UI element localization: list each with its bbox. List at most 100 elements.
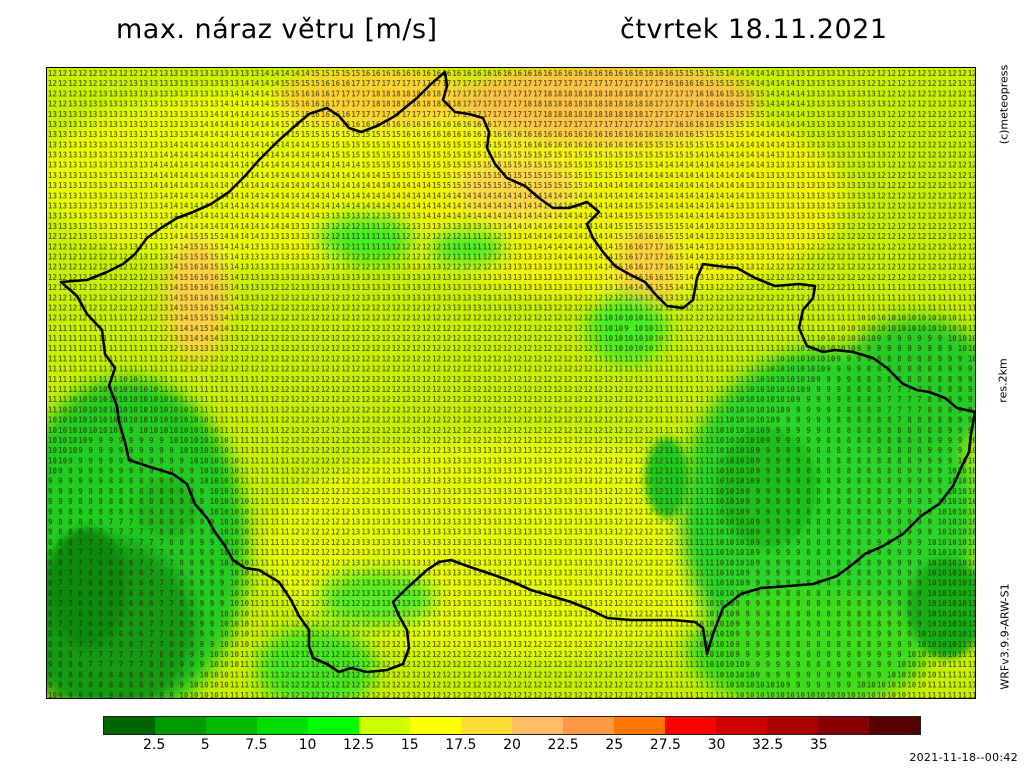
svg-text:10: 10 xyxy=(715,599,725,608)
svg-text:11: 11 xyxy=(240,467,250,476)
svg-text:17: 17 xyxy=(452,110,461,119)
svg-text:12: 12 xyxy=(776,293,785,302)
svg-text:13: 13 xyxy=(857,130,867,139)
svg-text:9: 9 xyxy=(179,467,184,476)
svg-text:12: 12 xyxy=(361,334,370,343)
svg-text:15: 15 xyxy=(675,232,684,241)
svg-text:9: 9 xyxy=(58,507,63,516)
svg-text:13: 13 xyxy=(533,609,543,618)
svg-text:14: 14 xyxy=(260,161,270,170)
svg-text:11: 11 xyxy=(58,385,68,394)
svg-text:10: 10 xyxy=(938,507,948,516)
svg-text:12: 12 xyxy=(837,242,846,251)
svg-text:11: 11 xyxy=(665,324,675,333)
svg-text:15: 15 xyxy=(655,283,664,292)
svg-text:14: 14 xyxy=(584,191,594,200)
svg-text:12: 12 xyxy=(867,263,876,272)
svg-text:9: 9 xyxy=(766,487,771,496)
svg-text:9: 9 xyxy=(190,487,195,496)
svg-text:13: 13 xyxy=(159,304,169,313)
svg-text:10: 10 xyxy=(715,446,725,455)
svg-text:11: 11 xyxy=(270,599,280,608)
svg-text:12: 12 xyxy=(968,283,976,292)
svg-text:9: 9 xyxy=(887,599,892,608)
svg-text:12: 12 xyxy=(928,171,937,180)
svg-text:9: 9 xyxy=(796,446,801,455)
svg-text:12: 12 xyxy=(392,365,401,374)
svg-text:10: 10 xyxy=(604,314,614,323)
svg-text:11: 11 xyxy=(68,334,78,343)
svg-text:11: 11 xyxy=(270,446,280,455)
svg-text:9: 9 xyxy=(826,395,831,404)
svg-text:12: 12 xyxy=(139,314,148,323)
svg-text:13: 13 xyxy=(422,548,432,557)
svg-text:9: 9 xyxy=(179,456,184,465)
svg-text:9: 9 xyxy=(786,416,791,425)
svg-text:13: 13 xyxy=(210,100,220,109)
svg-text:13: 13 xyxy=(382,538,392,547)
svg-text:17: 17 xyxy=(644,79,653,88)
svg-text:14: 14 xyxy=(281,202,291,211)
svg-text:11: 11 xyxy=(776,324,786,333)
svg-text:12: 12 xyxy=(372,426,381,435)
svg-text:12: 12 xyxy=(351,263,360,272)
svg-text:13: 13 xyxy=(867,140,877,149)
svg-text:14: 14 xyxy=(281,151,291,160)
svg-text:15: 15 xyxy=(503,140,512,149)
svg-text:17: 17 xyxy=(483,100,492,109)
svg-text:13: 13 xyxy=(493,222,503,231)
svg-text:12: 12 xyxy=(948,120,957,129)
svg-text:13: 13 xyxy=(220,89,230,98)
svg-text:12: 12 xyxy=(867,273,876,282)
svg-text:11: 11 xyxy=(463,253,473,262)
svg-text:11: 11 xyxy=(119,314,129,323)
svg-text:14: 14 xyxy=(604,263,614,272)
svg-text:16: 16 xyxy=(331,120,341,129)
svg-text:10: 10 xyxy=(847,344,857,353)
svg-text:9: 9 xyxy=(766,497,771,506)
svg-text:11: 11 xyxy=(270,528,280,537)
svg-text:18: 18 xyxy=(543,100,553,109)
svg-text:12: 12 xyxy=(331,253,340,262)
svg-text:15: 15 xyxy=(746,110,755,119)
svg-text:12: 12 xyxy=(584,293,593,302)
svg-text:12: 12 xyxy=(553,324,562,333)
svg-text:8: 8 xyxy=(169,528,174,537)
svg-text:12: 12 xyxy=(837,283,846,292)
svg-text:13: 13 xyxy=(483,518,493,527)
svg-text:10: 10 xyxy=(230,589,240,598)
svg-text:13: 13 xyxy=(816,120,826,129)
svg-text:10: 10 xyxy=(968,538,976,547)
svg-text:8: 8 xyxy=(190,548,195,557)
svg-text:12: 12 xyxy=(938,263,947,272)
svg-text:13: 13 xyxy=(816,171,826,180)
svg-text:15: 15 xyxy=(523,181,532,190)
svg-text:12: 12 xyxy=(867,253,876,262)
svg-text:12: 12 xyxy=(584,314,593,323)
svg-text:11: 11 xyxy=(705,344,715,353)
svg-text:8: 8 xyxy=(129,477,134,486)
svg-text:13: 13 xyxy=(432,609,442,618)
svg-text:13: 13 xyxy=(341,263,351,272)
svg-text:16: 16 xyxy=(301,89,311,98)
svg-text:6: 6 xyxy=(119,558,124,567)
svg-text:13: 13 xyxy=(725,212,735,221)
svg-text:12: 12 xyxy=(301,416,310,425)
svg-text:15: 15 xyxy=(675,253,684,262)
svg-text:10: 10 xyxy=(928,548,938,557)
svg-text:10: 10 xyxy=(857,314,867,323)
svg-text:17: 17 xyxy=(644,110,653,119)
svg-text:14: 14 xyxy=(483,191,493,200)
svg-text:14: 14 xyxy=(250,171,260,180)
svg-text:13: 13 xyxy=(564,589,574,598)
svg-text:13: 13 xyxy=(412,456,422,465)
svg-text:10: 10 xyxy=(705,589,715,598)
svg-text:11: 11 xyxy=(129,344,139,353)
svg-text:14: 14 xyxy=(604,202,614,211)
svg-text:12: 12 xyxy=(119,273,128,282)
svg-text:12: 12 xyxy=(553,436,562,445)
svg-text:12: 12 xyxy=(938,130,947,139)
svg-text:10: 10 xyxy=(746,467,756,476)
svg-text:13: 13 xyxy=(483,528,493,537)
svg-text:12: 12 xyxy=(523,385,532,394)
